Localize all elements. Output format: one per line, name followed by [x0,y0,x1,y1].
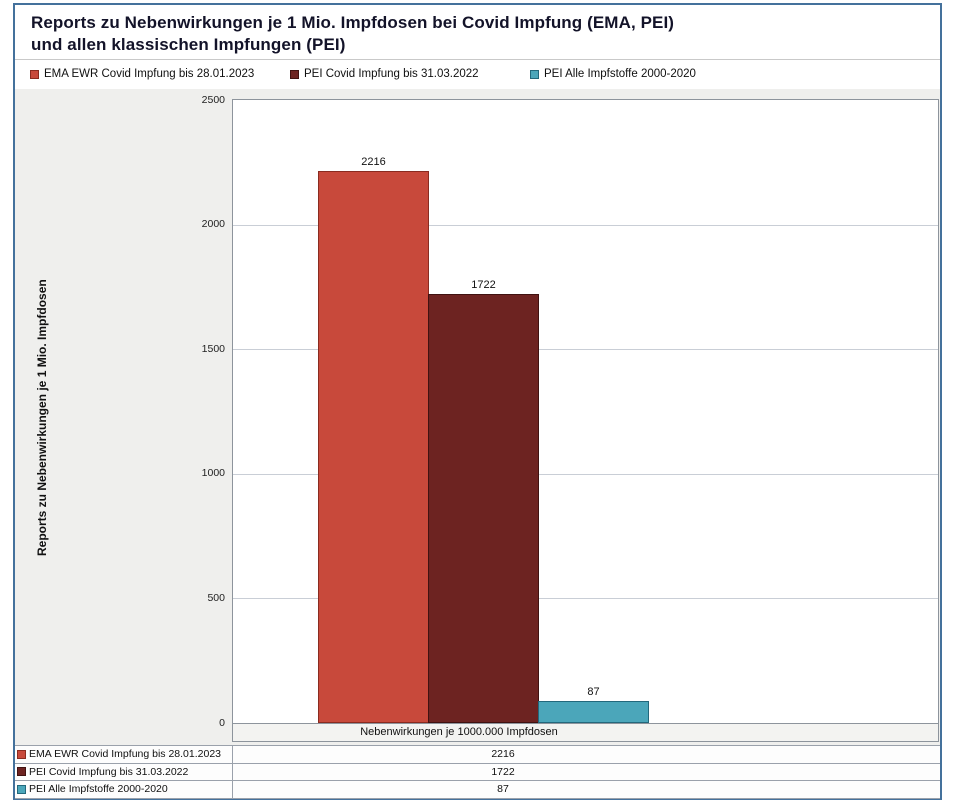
y-tick-label: 1500 [201,342,225,355]
gridline [233,349,938,351]
bar-series-pei-alle: 87 [538,100,649,723]
legend-swatch-icon [30,69,39,79]
title-divider [15,59,940,60]
gridline [233,598,938,600]
table-row: PEI Covid Impfung bis 31.03.2022 1722 [15,763,940,782]
x-axis-strip: Nebenwirkungen je 1000.000 Impfdosen [232,723,939,742]
bar [538,701,649,723]
data-table: EMA EWR Covid Impfung bis 28.01.2023 221… [15,745,940,799]
gridline [233,473,938,475]
y-tick-label: 1000 [201,467,225,480]
bar-value-label: 1722 [471,278,496,291]
legend-swatch-icon [17,784,26,794]
table-row-label-cell: EMA EWR Covid Impfung bis 28.01.2023 [15,746,233,763]
gridline [233,224,938,226]
bar [318,170,429,723]
table-row-label-cell: PEI Covid Impfung bis 31.03.2022 [15,763,233,781]
bar-value-label: 87 [587,686,600,699]
table-row-label-cell: PEI Alle Impfstoffe 2000-2020 [15,781,233,798]
y-tick-label: 2500 [201,93,225,106]
x-axis-category-label: Nebenwirkungen je 1000.000 Impfdosen [360,726,558,738]
table-row-value: 1722 [491,765,515,778]
chart-title-line2: und allen klassischen Impfungen (PEI) [31,35,346,55]
y-tick-label: 2000 [201,218,225,231]
plot-area: 2216 1722 87 [232,99,939,724]
legend-swatch-icon [17,749,26,759]
legend-item-pei-covid: PEI Covid Impfung bis 31.03.2022 [290,68,479,80]
bar-series-ema-covid: 2216 [318,100,429,723]
table-row-label: EMA EWR Covid Impfung bis 28.01.2023 [29,748,222,761]
table-row-value: 2216 [491,748,515,761]
legend-label: EMA EWR Covid Impfung bis 28.01.2023 [44,68,255,80]
y-axis-title: Reports zu Nebenwirkungen je 1 Mio. Impf… [35,279,49,556]
table-row-value: 87 [497,783,509,796]
legend-swatch-icon [17,767,26,777]
table-row-value-cell: 2216 [233,746,940,763]
bar-series-pei-covid: 1722 [428,100,539,723]
legend-label: PEI Alle Impfstoffe 2000-2020 [544,68,696,80]
table-row-label: PEI Alle Impfstoffe 2000-2020 [29,783,168,796]
legend-item-pei-alle: PEI Alle Impfstoffe 2000-2020 [530,68,696,80]
chart-title-line1: Reports zu Nebenwirkungen je 1 Mio. Impf… [31,13,675,32]
legend-swatch-icon [290,69,299,79]
chart-panel: Reports zu Nebenwirkungen je 1 Mio. Impf… [13,3,942,800]
legend-swatch-icon [530,69,539,79]
y-tick-label: 500 [207,592,225,604]
legend-item-ema-covid: EMA EWR Covid Impfung bis 28.01.2023 [30,68,254,80]
bar-value-label: 2216 [361,155,386,168]
chart-title: Reports zu Nebenwirkungen je 1 Mio. Impf… [31,12,674,57]
table-row-label: PEI Covid Impfung bis 31.03.2022 [29,765,189,778]
bar [428,293,539,723]
y-tick-label: 0 [219,716,225,729]
chart-legend: EMA EWR Covid Impfung bis 28.01.2023 PEI… [15,68,940,84]
table-row-value-cell: 1722 [233,764,940,781]
legend-label: PEI Covid Impfung bis 31.03.2022 [304,68,479,80]
table-row: EMA EWR Covid Impfung bis 28.01.2023 221… [15,746,940,764]
table-row: PEI Alle Impfstoffe 2000-2020 87 [15,781,940,799]
table-row-value-cell: 87 [233,781,940,798]
